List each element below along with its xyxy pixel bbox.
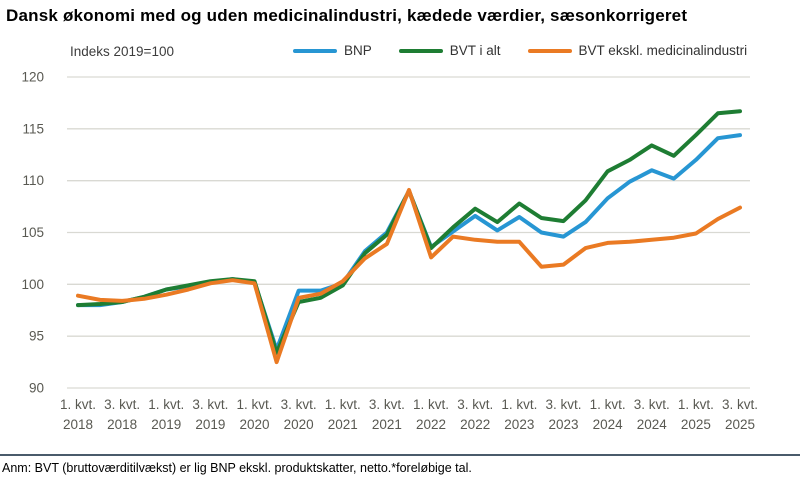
y-tick-label: 95 (29, 329, 44, 344)
legend-row: Indeks 2019=100 BNP BVT i alt BVT ekskl. m… (0, 43, 800, 63)
chart-title: Dansk økonomi med og uden medicinalindus… (6, 6, 688, 25)
legend-line-swatch (293, 48, 337, 53)
y-tick-label: 90 (29, 381, 44, 396)
x-tick-label: 3. kvt. 2021 (369, 397, 405, 432)
y-tick-label: 105 (21, 225, 44, 240)
legend-label: BVT ekskl. medicinalindustri (578, 43, 748, 58)
legend: BNP BVT i alt BVT ekskl. medicinalindustri (293, 43, 747, 58)
x-tick-label: 3. kvt. 2022 (457, 397, 493, 432)
y-tick-label: 110 (22, 173, 44, 188)
legend-item-bvt-ekskl-medicinalindustri: BVT ekskl. medicinalindustri (527, 43, 748, 58)
x-tick-label: 3. kvt. 2024 (634, 397, 670, 432)
x-tick-label: 1. kvt. 2022 (413, 397, 449, 432)
legend-item-bvt-i-alt: BVT i alt (398, 43, 501, 58)
x-tick-label: 1. kvt. 2018 (60, 397, 96, 432)
legend-label: BNP (344, 43, 372, 58)
series-line-bvt-ekskl-medicinalindustri (76, 188, 742, 365)
legend-line-swatch (527, 48, 572, 53)
x-tick-label: 3. kvt. 2020 (281, 397, 317, 432)
y-tick-label: 115 (22, 121, 44, 136)
legend-line-swatch (398, 48, 443, 53)
legend-label: BVT i alt (449, 43, 501, 58)
divider-line (0, 454, 800, 456)
x-tick-label: 3. kvt. 2018 (104, 397, 140, 432)
x-tick-label: 1. kvt. 2023 (501, 397, 537, 432)
y-tick-label: 120 (21, 70, 44, 85)
x-tick-label: 1. kvt. 2025 (678, 397, 714, 432)
x-tick-label: 1. kvt. 2020 (237, 397, 273, 432)
x-tick-label: 1. kvt. 2021 (325, 397, 361, 432)
index-note: Indeks 2019=100 (70, 44, 174, 59)
x-tick-label: 3. kvt. 2019 (192, 397, 228, 432)
x-tick-label: 3. kvt. 2023 (545, 397, 581, 432)
x-tick-label: 1. kvt. 2019 (148, 397, 184, 432)
y-tick-label: 100 (21, 277, 44, 292)
footnote: Anm: BVT (bruttoværditilvækst) er lig BN… (2, 461, 472, 475)
legend-item-bnp: BNP (293, 43, 372, 58)
x-tick-label: 3. kvt. 2025 (722, 397, 758, 432)
x-tick-label: 1. kvt. 2024 (590, 397, 626, 432)
